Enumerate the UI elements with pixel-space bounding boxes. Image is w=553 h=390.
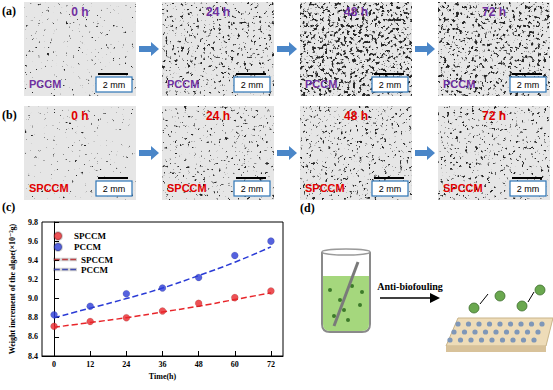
svg-text:0: 0 (52, 360, 56, 369)
svg-text:2 mm: 2 mm (103, 184, 126, 194)
svg-text:48 h: 48 h (344, 5, 368, 19)
svg-text:PCCM: PCCM (443, 78, 475, 90)
svg-text:24 h: 24 h (206, 5, 230, 19)
svg-text:48: 48 (195, 360, 203, 369)
svg-text:8.6: 8.6 (28, 332, 38, 341)
svg-text:2 mm: 2 mm (103, 80, 126, 90)
svg-text:SPCCM: SPCCM (443, 182, 483, 194)
svg-text:24 h: 24 h (206, 109, 230, 123)
svg-text:24: 24 (122, 360, 130, 369)
svg-text:PCCM: PCCM (81, 265, 108, 275)
svg-text:(a): (a) (2, 4, 16, 18)
svg-text:8.4: 8.4 (28, 352, 38, 361)
svg-text:Time(h): Time(h) (149, 372, 177, 381)
svg-text:SPCCM: SPCCM (81, 255, 114, 265)
svg-text:PCCM: PCCM (167, 78, 199, 90)
svg-text:(d): (d) (300, 201, 315, 215)
svg-text:2 mm: 2 mm (517, 184, 540, 194)
svg-text:9.2: 9.2 (28, 275, 38, 284)
svg-text:2 mm: 2 mm (517, 80, 540, 90)
svg-text:36: 36 (159, 360, 167, 369)
svg-text:60: 60 (231, 360, 239, 369)
svg-text:Weight increment of the algae(: Weight increment of the algae(×10⁻²g) (8, 223, 17, 354)
svg-text:48 h: 48 h (344, 109, 368, 123)
svg-text:2 mm: 2 mm (379, 184, 402, 194)
svg-text:9.8: 9.8 (28, 218, 38, 227)
svg-text:2 mm: 2 mm (241, 80, 264, 90)
svg-text:SPCCM: SPCCM (305, 182, 345, 194)
svg-text:72 h: 72 h (482, 109, 506, 123)
svg-text:0 h: 0 h (71, 109, 88, 123)
svg-text:(c): (c) (2, 200, 15, 214)
svg-text:PCCM: PCCM (29, 78, 61, 90)
svg-text:8.8: 8.8 (28, 313, 38, 322)
svg-text:0 h: 0 h (71, 5, 88, 19)
svg-text:72 h: 72 h (482, 5, 506, 19)
svg-text:PCCM: PCCM (74, 242, 101, 252)
svg-text:(b): (b) (2, 108, 17, 122)
svg-text:12: 12 (86, 360, 94, 369)
svg-text:PCCM: PCCM (305, 78, 337, 90)
svg-text:SPCCM: SPCCM (74, 231, 107, 241)
svg-text:9.4: 9.4 (28, 256, 38, 265)
svg-text:9.0: 9.0 (28, 294, 38, 303)
svg-text:2 mm: 2 mm (241, 184, 264, 194)
svg-text:2 mm: 2 mm (379, 80, 402, 90)
svg-text:9.6: 9.6 (28, 237, 38, 246)
svg-text:SPCCM: SPCCM (167, 182, 207, 194)
svg-text:Anti-biofouling: Anti-biofouling (377, 281, 443, 292)
svg-text:72: 72 (267, 360, 275, 369)
svg-text:SPCCM: SPCCM (29, 182, 69, 194)
